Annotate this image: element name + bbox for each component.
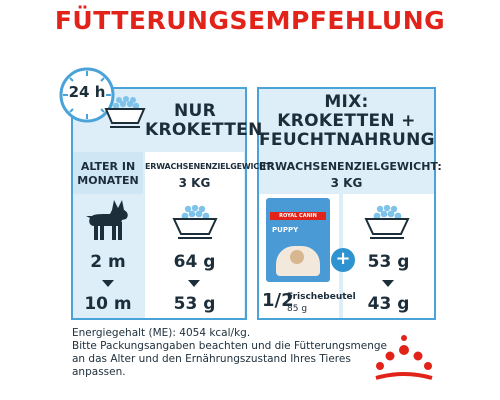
age-label-line1: ALTER IN <box>80 160 136 173</box>
pouch-product: PUPPY <box>272 226 299 234</box>
page-title: FÜTTERUNGSEMPFEHLUNG <box>54 6 446 35</box>
left-weight-value: 3 KG <box>178 176 211 190</box>
pouch-brand: ROYAL CANIN <box>279 213 317 219</box>
right-header-line3: FEUCHTNAHRUNG <box>259 130 435 150</box>
right-weight-value: 3 KG <box>330 176 363 190</box>
dog-icon <box>86 200 128 240</box>
note-line-3: anpassen. <box>72 366 126 378</box>
left-amount-2: 53 g <box>173 294 216 314</box>
left-header-line1: NUR <box>173 101 217 121</box>
royal-canin-logo-icon <box>375 335 433 380</box>
energy-text: Energiegehalt (ME): 4054 kcal/kg. <box>72 327 251 339</box>
pouch-fraction: 1/2 <box>262 290 294 311</box>
note-line-1: Bitte Packungsangaben beachten und die F… <box>72 340 388 352</box>
kibble-bowl-left-icon <box>172 205 218 239</box>
age-label-stripe <box>73 152 143 194</box>
arrow-age <box>102 280 114 287</box>
right-header-line2: KROKETTEN + <box>277 111 416 131</box>
arrow-right-amount <box>382 280 394 287</box>
left-weight-label: ERWACHSENENZIELGEWICHT: <box>145 162 274 171</box>
clock-icon <box>59 67 115 123</box>
right-weight-label: ERWACHSENENZIELGEWICHT: <box>259 160 442 173</box>
age-row-2: 10 m <box>84 294 132 314</box>
clock-label: 24 h <box>68 83 106 101</box>
arrow-left-amount <box>188 280 200 287</box>
right-amount-1: 53 g <box>367 252 410 272</box>
right-amount-2: 43 g <box>367 294 410 314</box>
pouch-image: ROYAL CANIN PUPPY <box>266 198 330 282</box>
left-amount-1: 64 g <box>173 252 216 272</box>
right-header-line1: MIX: <box>324 92 369 112</box>
kibble-bowl-icon <box>104 96 146 128</box>
left-header-line2: KROKETTEN <box>145 120 263 140</box>
kibble-bowl-right-icon <box>364 205 410 239</box>
age-label-line2: MONATEN <box>77 174 139 187</box>
age-row-1: 2 m <box>90 252 126 272</box>
pouch-label: Frischebeutel <box>287 292 356 302</box>
note-line-2: an das Alter und den Ernährungszustand I… <box>72 353 351 365</box>
pouch-weight: 85 g <box>287 304 308 314</box>
plus-icon: + <box>331 248 355 272</box>
